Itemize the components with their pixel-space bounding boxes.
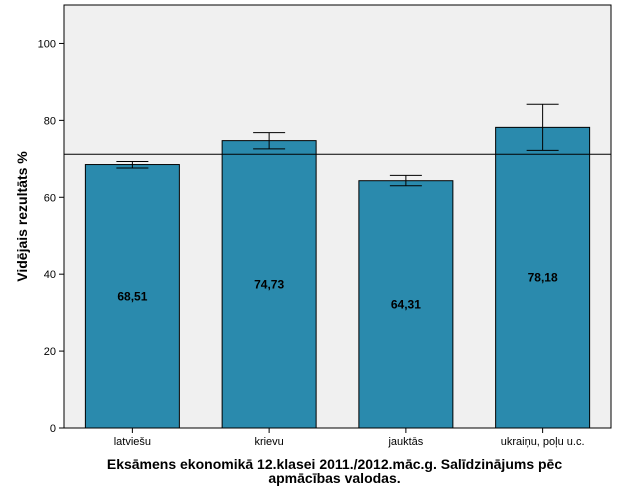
data-label: 64,31 <box>391 297 421 311</box>
data-label: 68,51 <box>117 289 147 303</box>
x-category-label: jauktās <box>387 436 423 448</box>
y-tick-label: 40 <box>44 269 56 281</box>
error-bars <box>116 103 559 187</box>
y-tick-label: 80 <box>44 115 56 127</box>
y-tick-label: 100 <box>38 38 56 50</box>
x-axis-title-line-2: apmācības valodas. <box>268 470 400 486</box>
y-axis-title: Vidējais rezultāts % <box>14 151 30 282</box>
y-tick-label: 0 <box>50 423 56 435</box>
bar <box>84 164 180 429</box>
x-axis-categories: latviešu krievu jauktās ukraiņu, poļu u.c. <box>114 428 585 448</box>
x-category-label: latviešu <box>114 436 151 448</box>
x-category-label: ukraiņu, poļu u.c. <box>501 436 585 448</box>
plot-area-frame <box>63 4 612 429</box>
x-axis-title-line-1: Eksāmens ekonomikā 12.klasei 2011./2012.… <box>107 456 562 472</box>
bars <box>84 126 591 429</box>
data-label: 74,73 <box>254 277 284 291</box>
data-label: 78,18 <box>528 271 558 285</box>
x-category-label: krievu <box>254 436 283 448</box>
y-tick-label: 20 <box>44 346 56 358</box>
y-tick-label: 60 <box>44 192 56 204</box>
data-labels: 68,51 74,73 64,31 78,18 <box>117 271 558 312</box>
y-axis-ticks: 0 20 40 60 80 100 <box>38 38 64 435</box>
